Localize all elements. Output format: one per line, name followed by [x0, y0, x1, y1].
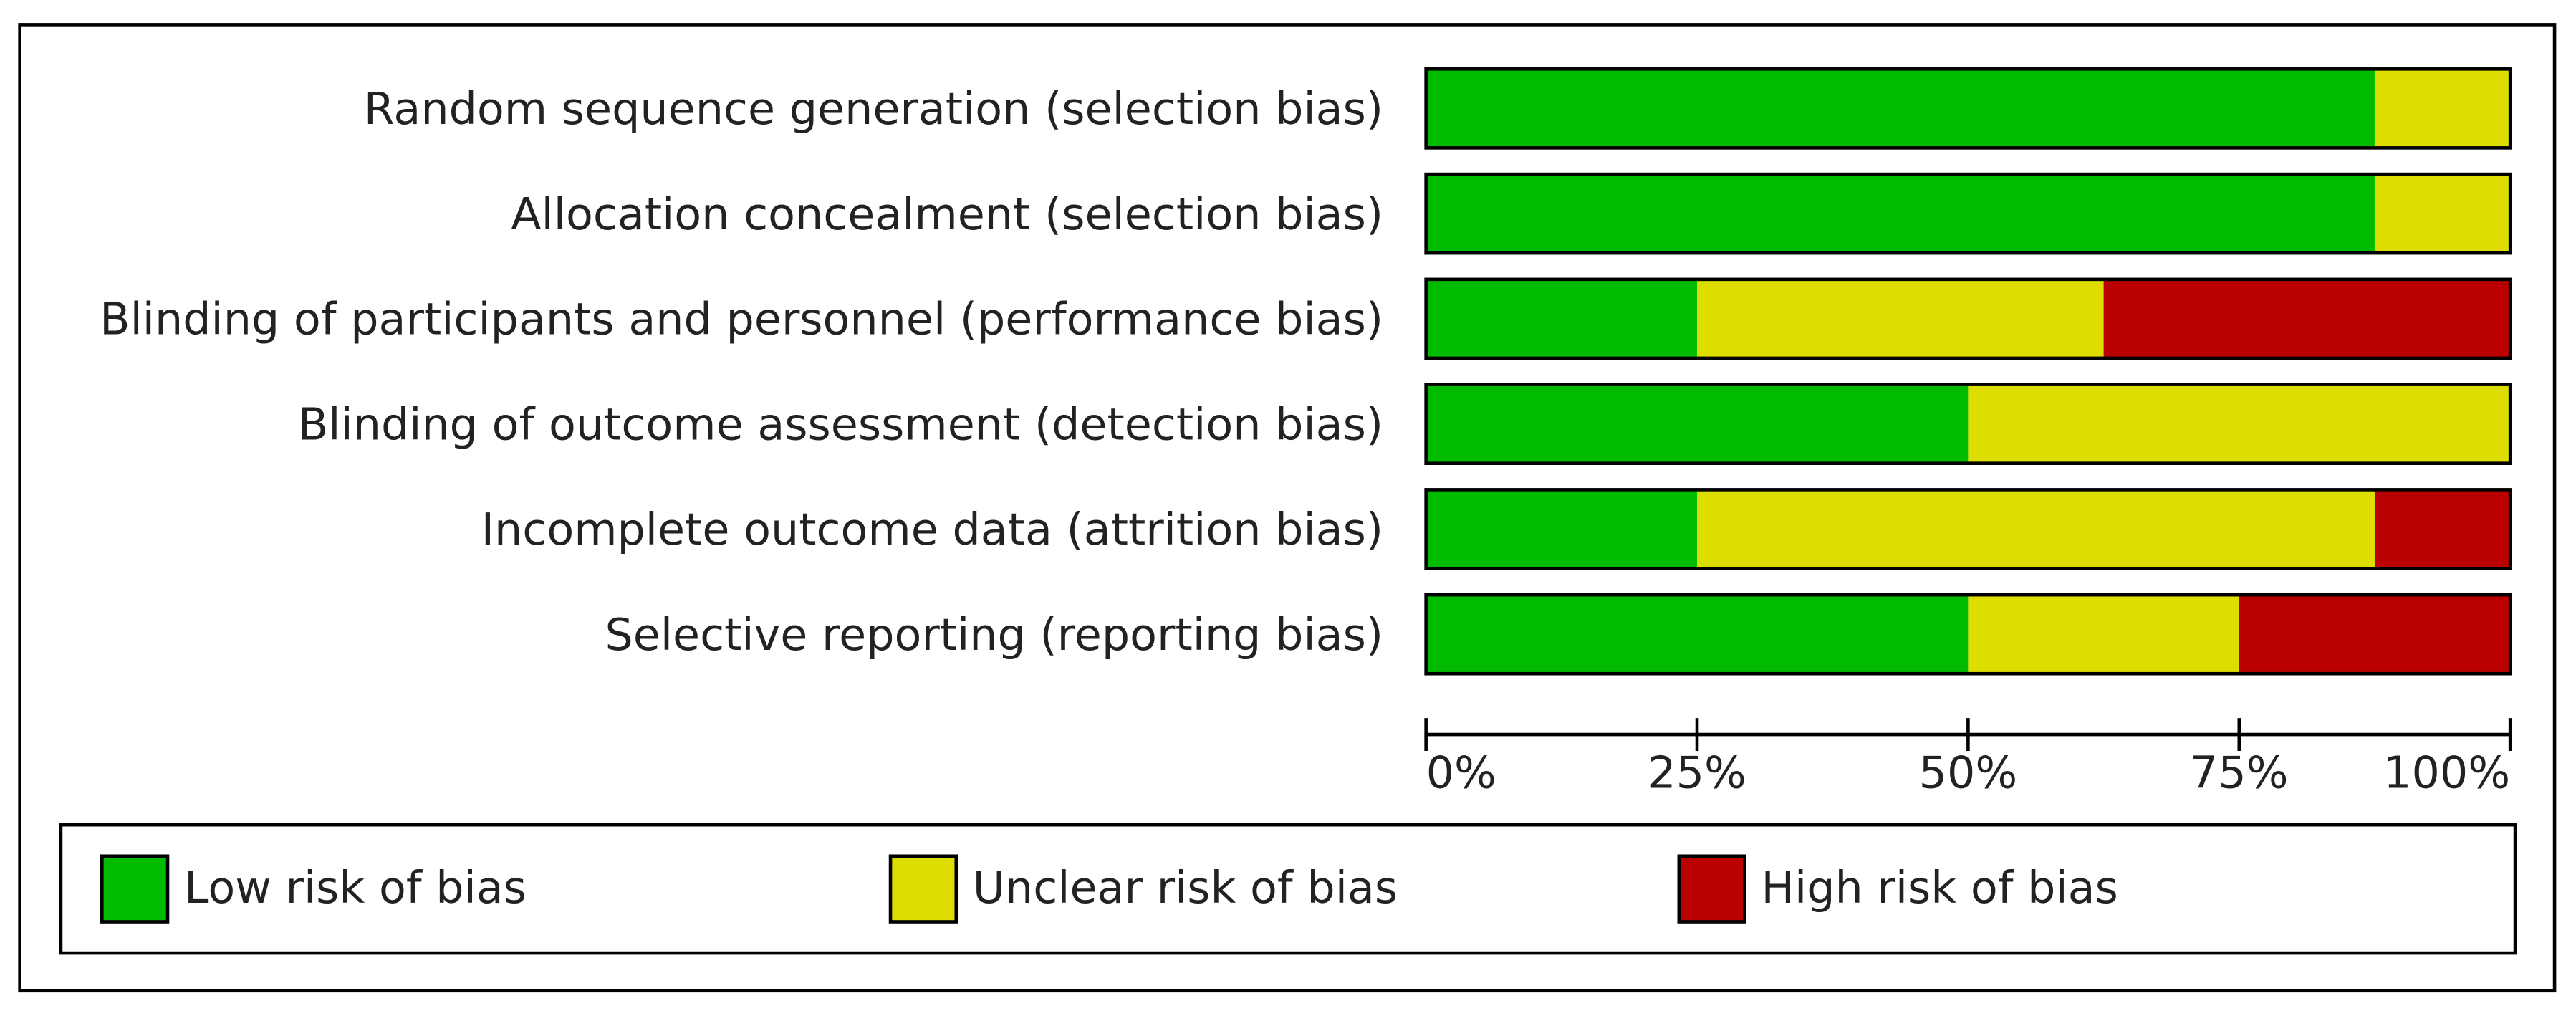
bar-outline — [1424, 67, 2512, 150]
bar-segment — [1426, 384, 1969, 464]
bar-segment — [2374, 174, 2511, 254]
category-label: Blinding of outcome assessment (detectio… — [298, 398, 1383, 450]
bar-outline — [1424, 172, 2512, 255]
bar-outline — [1424, 277, 2512, 360]
bar-segment — [1968, 595, 2239, 674]
category-label: Random sequence generation (selection bi… — [364, 83, 1383, 135]
bar-segment — [1426, 595, 1969, 674]
bar-segment — [1968, 384, 2511, 464]
category-label: Blinding of participants and personnel (… — [100, 294, 1383, 345]
x-tick-label: 75% — [2190, 747, 2289, 798]
x-tick-label: 100% — [2383, 747, 2510, 798]
bar-segment — [1426, 279, 1698, 358]
bar-outline — [1424, 488, 2512, 570]
category-label: Allocation concealment (selection bias) — [511, 188, 1383, 240]
legend-swatch — [888, 854, 958, 924]
bar-segment — [2103, 279, 2511, 358]
bar-outline — [1424, 383, 2512, 465]
legend-label: Low risk of bias — [184, 862, 527, 914]
bar-segment — [1697, 279, 2104, 358]
bar-segment — [2374, 489, 2511, 569]
x-tick-label: 0% — [1426, 747, 1496, 798]
category-label: Selective reporting (reporting bias) — [605, 609, 1383, 661]
bar-segment — [2374, 69, 2511, 148]
bar-segment — [1426, 489, 1698, 569]
bar-segment — [2239, 595, 2511, 674]
category-label: Incomplete outcome data (attrition bias) — [481, 504, 1383, 555]
bar-segment — [1697, 489, 2375, 569]
bar-segment — [1426, 174, 2375, 254]
x-tick-label: 50% — [1919, 747, 2018, 798]
legend-label: Unclear risk of bias — [973, 862, 1398, 914]
legend-label: High risk of bias — [1761, 862, 2118, 914]
bar-outline — [1424, 593, 2512, 676]
x-tick-label: 25% — [1648, 747, 1746, 798]
legend-box — [59, 823, 2517, 955]
legend-swatch — [1677, 854, 1746, 924]
legend-swatch — [100, 854, 170, 924]
bar-segment — [1426, 69, 2375, 148]
